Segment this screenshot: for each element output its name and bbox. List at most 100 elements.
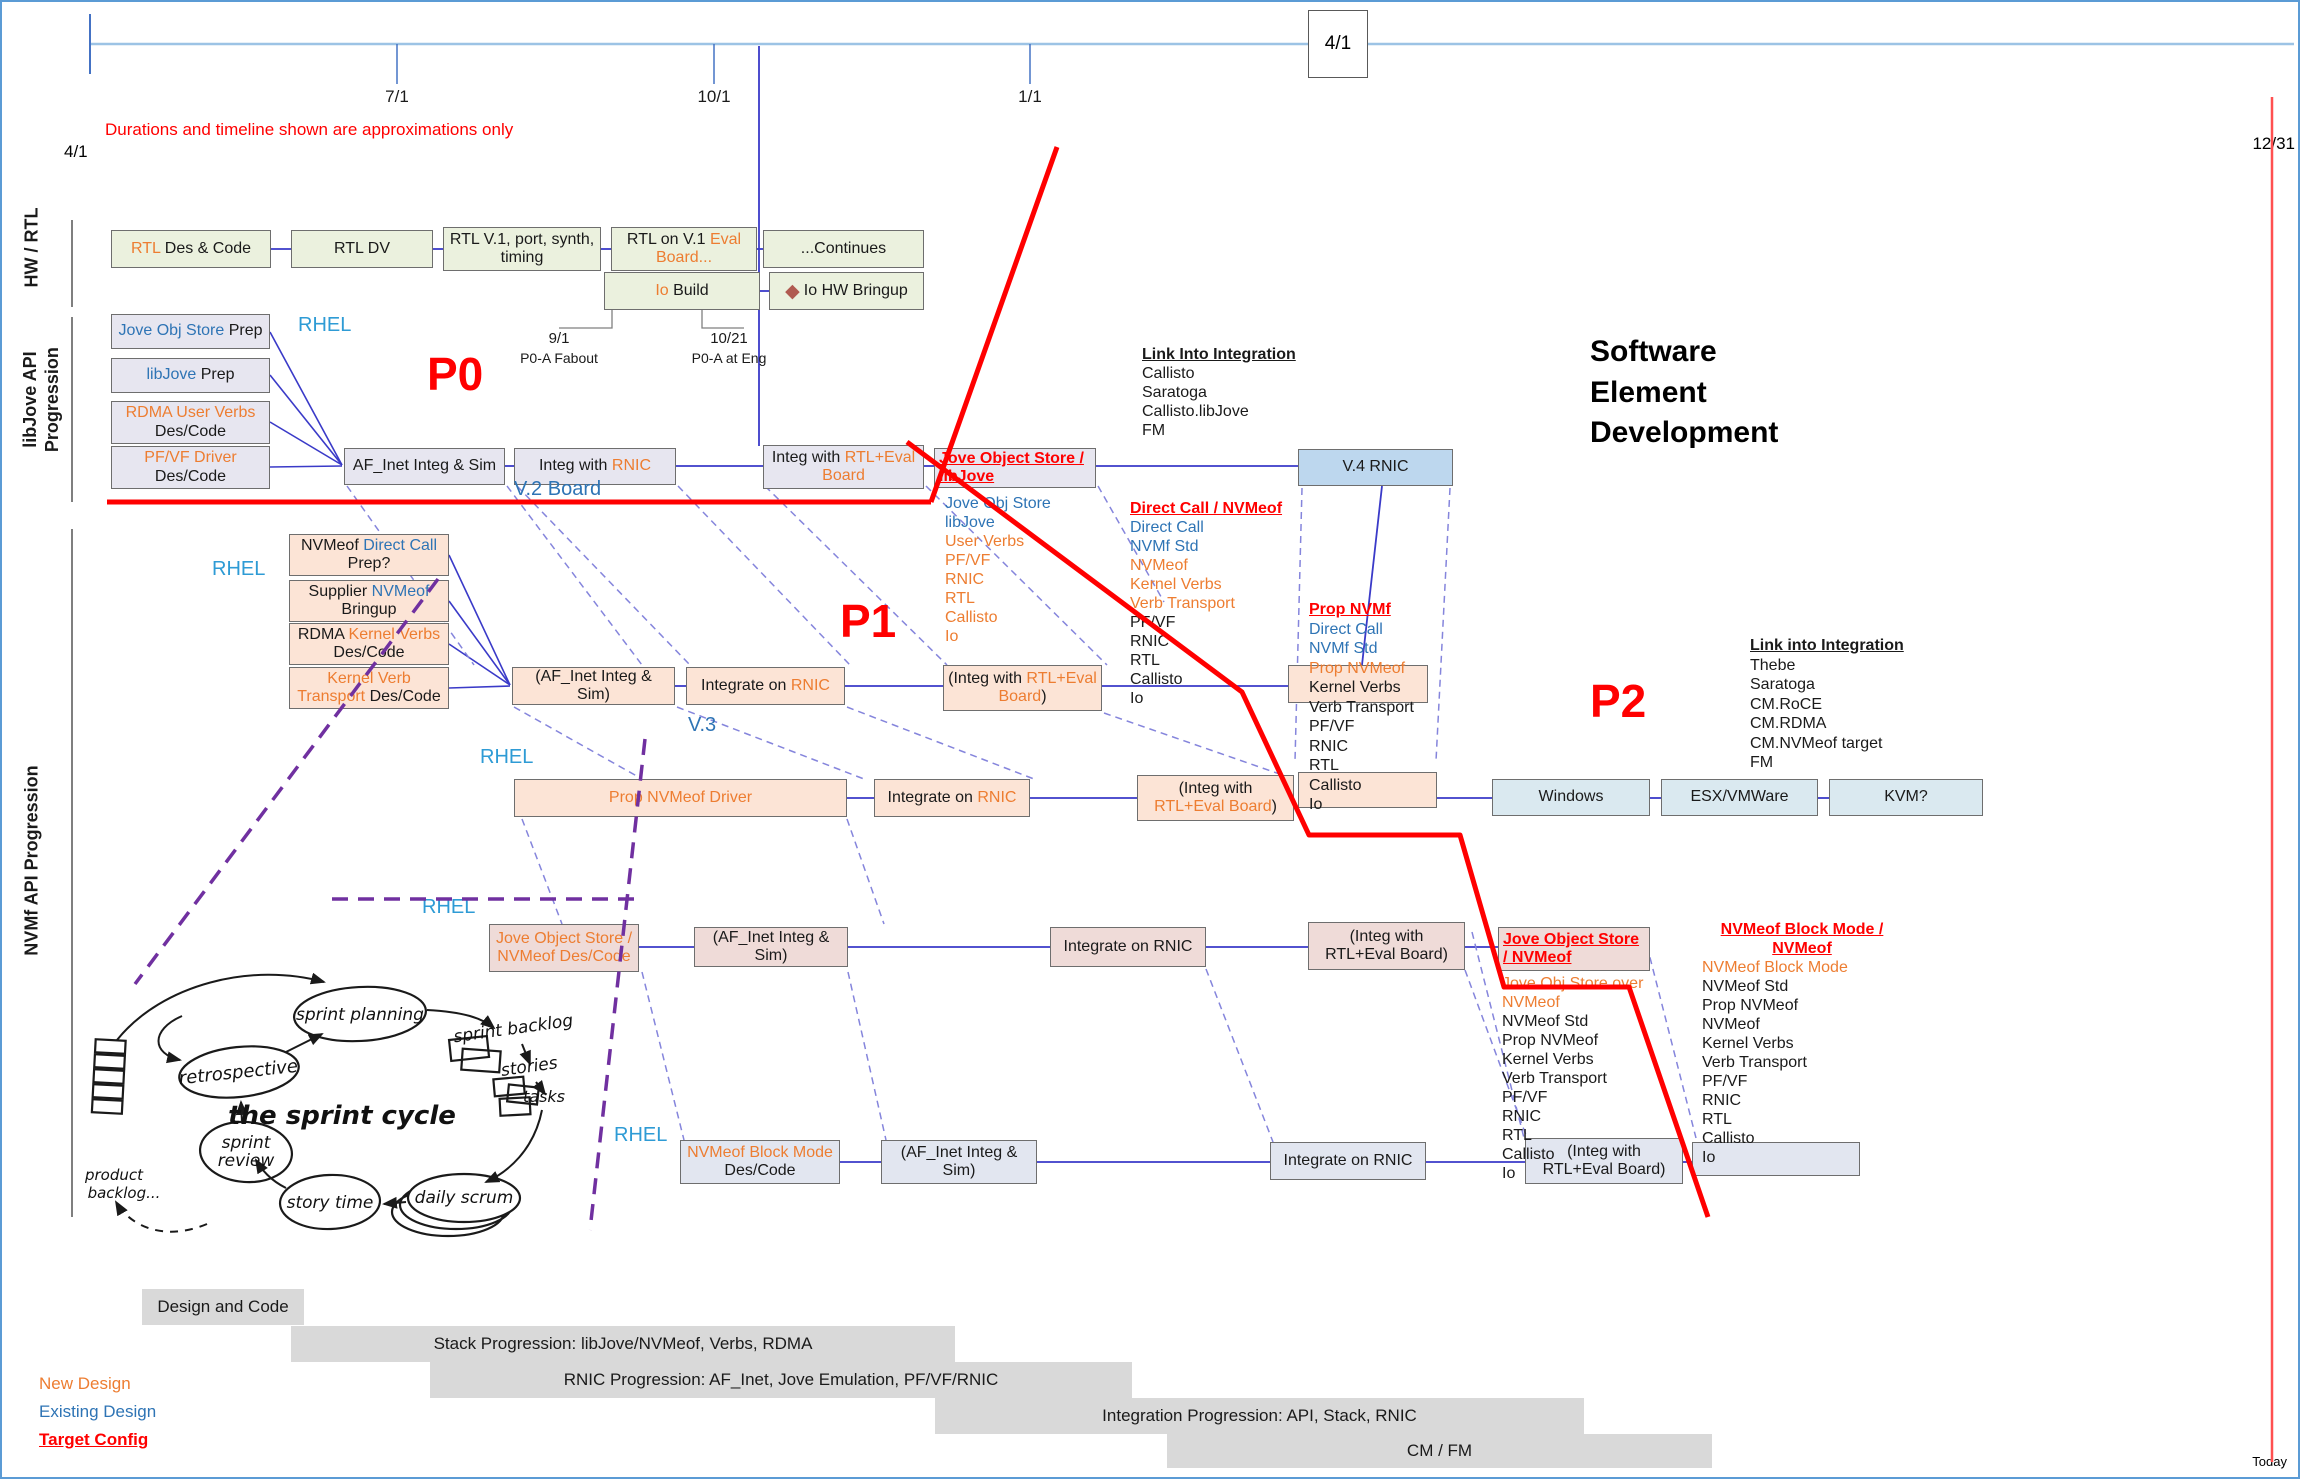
list-item: Direct Call <box>1309 620 1383 638</box>
box-af-inet-integ-sim-p0[interactable]: AF_Inet Integ & Sim <box>344 448 505 485</box>
label-part: RNIC <box>611 457 652 475</box>
list-title: Link into Integration <box>1750 637 1904 654</box>
product-backlog-stack-icon <box>90 1038 127 1115</box>
timeline-end-label: 12/31 <box>2252 134 2295 153</box>
box-text: Io HW Bringup <box>804 282 908 300</box>
list-item: PF/VF <box>1502 1089 1548 1106</box>
box-integrate-on-rnic-bottom-row[interactable]: Integrate on RNIC <box>1270 1142 1426 1180</box>
box-af-inet-integ-sim-jove-row[interactable]: (AF_Inet Integ & Sim) <box>694 927 848 967</box>
bar-design-and-code: Design and Code <box>142 1289 304 1325</box>
label-part: RDMA User Verbs <box>125 404 256 422</box>
daily-scrum-ellipse <box>406 1172 522 1224</box>
headline-software-element-development: Software Element Development <box>1590 335 1779 449</box>
box-integ-with-rtl-eval-board-jove-row[interactable]: (Integ with RTL+Eval Board) <box>1308 922 1465 970</box>
box-text: Jove Object Store / libJove <box>939 450 1091 487</box>
box-rtl-des-code[interactable]: RTL Des & Code <box>111 230 271 268</box>
box-io-hw-bringup[interactable]: ◆ Io HW Bringup <box>769 272 924 310</box>
list-direct-call-nvmeof: Direct Call / NVMeof Direct Call NVMf St… <box>1130 499 1282 708</box>
product-backlog-label-1: product <box>84 1166 144 1184</box>
timeline-label-1-1: 1/1 <box>1018 87 1042 106</box>
sprint-backlog-cards-icon <box>447 1034 502 1074</box>
box-esx-vmware[interactable]: ESX/VMWare <box>1661 779 1818 816</box>
box-integ-with-rnic-p0[interactable]: Integ with RNIC <box>514 448 676 485</box>
label-part: V.4 RNIC <box>1342 458 1409 476</box>
box-integ-with-rtl-eval-board-p1[interactable]: (Integ with RTL+Eval Board) <box>943 665 1102 711</box>
list-link-into-integration-top: Link Into Integration Callisto Saratoga … <box>1142 345 1296 440</box>
label-part: Des/Code <box>724 1162 796 1179</box>
label-part: RTL DV <box>333 239 390 257</box>
box-rtl-on-v1-eval-board[interactable]: RTL on V.1 Eval Board... <box>611 227 757 271</box>
box-text: NVMeof Block Mode Des/Code <box>685 1144 835 1181</box>
box-rdma-user-verbs-des-code[interactable]: RDMA User Verbs Des/Code <box>111 401 270 444</box>
timeline-start-label: 4/1 <box>64 142 88 161</box>
box-nvmeof-direct-call-prep[interactable]: NVMeof Direct Call Prep? <box>289 534 449 576</box>
box-continues[interactable]: ...Continues <box>763 230 924 268</box>
label-part: NVMeof <box>371 582 430 600</box>
label-part: Integ with <box>538 457 612 475</box>
box-af-inet-integ-sim-p1[interactable]: (AF_Inet Integ & Sim) <box>512 667 675 705</box>
box-target-stub-bottom-row[interactable] <box>1692 1142 1860 1176</box>
box-rtl-v1-port-synth-timing[interactable]: RTL V.1, port, synth, timing <box>443 227 601 271</box>
box-integ-with-rtl-eval-board-p0[interactable]: Integ with RTL+Eval Board <box>763 445 924 489</box>
retrospective-label: retrospective <box>178 1056 299 1089</box>
today-label: Today <box>2252 1454 2287 1469</box>
label-part: (AF_Inet Integ & Sim) <box>712 928 830 964</box>
box-integrate-on-rnic-jove-row[interactable]: Integrate on RNIC <box>1050 927 1206 967</box>
box-kvm[interactable]: KVM? <box>1829 779 1983 816</box>
label-part: Integ with <box>771 448 845 466</box>
list-prop-nvmf: Prop NVMf Direct Call NVMf Std Prop NVMe… <box>1309 600 1414 815</box>
box-rdma-kernel-verbs-des-code[interactable]: RDMA Kernel Verbs Des/Code <box>289 623 449 665</box>
list-item: RTL <box>1130 652 1160 669</box>
box-text: Integ with RTL+Eval Board <box>768 449 919 486</box>
box-nvmeof-block-mode-des-code[interactable]: NVMeof Block Mode Des/Code <box>680 1140 840 1184</box>
box-io-build[interactable]: Io Build <box>604 272 760 310</box>
box-v4-rnic[interactable]: V.4 RNIC <box>1298 449 1453 486</box>
list-item: User Verbs <box>945 533 1025 550</box>
list-item: Callisto.libJove <box>1142 403 1249 420</box>
label-part: Des/Code <box>154 467 227 485</box>
daily-scrum-ellipse-back2 <box>390 1186 506 1238</box>
list-item: Callisto <box>1502 1146 1555 1163</box>
box-jove-object-store-nvmeof-title[interactable]: Jove Object Store / NVMeof <box>1498 927 1650 971</box>
list-item: Io <box>1702 1149 1716 1166</box>
box-integrate-on-rnic-driver-row[interactable]: Integrate on RNIC <box>874 779 1030 817</box>
box-af-inet-integ-sim-bottom-row[interactable]: (AF_Inet Integ & Sim) <box>881 1140 1037 1184</box>
label-part: Direct Call <box>363 536 438 554</box>
box-integ-with-rtl-eval-board-driver-row[interactable]: (Integ with RTL+Eval Board) <box>1137 775 1294 821</box>
callout-date-10-21: 10/21 <box>710 330 748 347</box>
box-libjove-prep[interactable]: libJove Prep <box>111 358 270 393</box>
list-item: Callisto <box>945 609 998 626</box>
bar-rnic-progression: RNIC Progression: AF_Inet, Jove Emulatio… <box>430 1362 1132 1398</box>
box-text: Jove Object Store / NVMeof <box>1503 931 1645 968</box>
list-title: Direct Call / NVMeof <box>1130 500 1283 517</box>
label-part: RTL+Eval Board <box>1154 798 1272 815</box>
sprint-cycle-label: the sprint cycle <box>228 1101 456 1131</box>
box-text: V.4 RNIC <box>1342 458 1408 476</box>
label-part: ) <box>1041 688 1047 705</box>
box-prop-nvmeof-driver[interactable]: Prop NVMeof Driver <box>514 779 847 817</box>
box-pfvf-driver-des-code[interactable]: PF/VF Driver Des/Code <box>111 446 270 489</box>
box-text: ...Continues <box>801 240 886 258</box>
box-text: Integrate on RNIC <box>1064 938 1193 956</box>
list-item: PF/VF <box>1130 614 1176 631</box>
label-part: Integrate on RNIC <box>1063 937 1193 955</box>
box-text: Prop NVMeof Driver <box>609 789 752 807</box>
list-item: NVMeof Std <box>1702 978 1789 995</box>
phase-label-p0: P0 <box>427 348 484 400</box>
box-integrate-on-rnic-p1[interactable]: Integrate on RNIC <box>686 667 845 705</box>
box-supplier-nvmeof-bringup[interactable]: Supplier NVMeof Bringup <box>289 580 449 622</box>
callout-date-9-1: 9/1 <box>548 330 570 347</box>
box-kernel-verb-transport-des-code[interactable]: Kernel Verb Transport Des/Code <box>289 667 449 709</box>
box-windows[interactable]: Windows <box>1492 779 1650 816</box>
bar-stack-progression: Stack Progression: libJove/NVMeof, Verbs… <box>291 1326 955 1362</box>
timeline-milestone-4-1[interactable]: 4/1 <box>1308 10 1368 78</box>
label-part: Jove Obj Store <box>118 322 225 340</box>
list-jove-object-store-nvmeof: Jove Obj Store over NVMeof NVMeof Std Pr… <box>1502 974 1652 1183</box>
box-jove-object-store-libjove-title[interactable]: Jove Object Store / libJove <box>934 448 1096 488</box>
box-text: AF_Inet Integ & Sim <box>353 457 496 475</box>
list-item: Verb Transport <box>1309 698 1414 716</box>
box-jove-object-store-nvmeof-des-code[interactable]: Jove Object Store / NVMeof Des/Code <box>489 924 639 972</box>
phase-label-p2: P2 <box>1590 675 1647 727</box>
box-jove-obj-store-prep[interactable]: Jove Obj Store Prep <box>111 314 270 349</box>
box-rtl-dv[interactable]: RTL DV <box>291 230 433 268</box>
